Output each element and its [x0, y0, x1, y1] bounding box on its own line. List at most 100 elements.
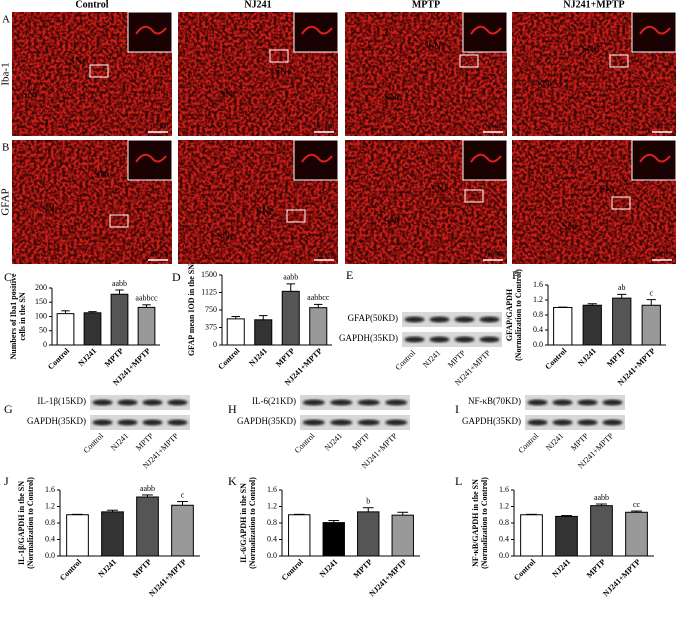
- y-tick-label: 0.4: [499, 534, 509, 543]
- panel-label: C: [4, 270, 12, 284]
- y-tick-label: 150: [35, 297, 47, 306]
- band-label: NF-κB(70KD): [468, 396, 521, 406]
- y-axis-label: (Normalization to Control): [26, 477, 35, 569]
- blot-band: [142, 399, 163, 406]
- bar: [101, 511, 124, 557]
- inset: [462, 11, 508, 53]
- x-tick-label: NJ241+MPTP: [601, 557, 642, 598]
- bar: [357, 511, 380, 557]
- y-tick-label: 0.4: [267, 534, 277, 543]
- significance-label: aabb: [112, 279, 127, 288]
- blot-strip: [90, 395, 190, 410]
- stain-label: GFAP: [0, 188, 12, 215]
- y-tick-label: 0.0: [533, 340, 543, 349]
- x-tick-label: NJ241+MPTP: [147, 557, 188, 598]
- x-tick-label: NJ241: [318, 557, 340, 579]
- blot-band: [117, 419, 138, 426]
- band-label: GAPDH(35KD): [339, 333, 398, 343]
- region-label: SNr: [562, 221, 579, 232]
- blot-band: [552, 419, 573, 426]
- y-tick-label: 0.4: [533, 325, 543, 334]
- blot-band: [385, 419, 408, 426]
- column-header: NJ241: [244, 0, 271, 10]
- region-label: SNc: [94, 169, 112, 180]
- roi-box: [609, 54, 629, 68]
- bar: [281, 290, 300, 346]
- y-tick-label: 1125: [201, 287, 217, 296]
- category-label: MPTP: [446, 348, 468, 370]
- blot-band: [385, 399, 408, 406]
- y-tick-label: 100: [35, 311, 47, 320]
- region-label: SNc: [599, 184, 617, 195]
- y-axis-label: Numbers of Iba1 positive: [9, 273, 18, 359]
- panel-label: G: [4, 402, 13, 416]
- band-label: GAPDH(35KD): [237, 416, 296, 426]
- region-label: SNr: [384, 216, 401, 227]
- inset: [631, 11, 676, 53]
- category-label: NJ241: [544, 431, 565, 452]
- region-label: SNr: [217, 231, 234, 242]
- category-label: Control: [293, 431, 317, 455]
- x-tick-label: Control: [216, 346, 242, 372]
- blot-band: [92, 399, 113, 406]
- bar: [226, 318, 245, 346]
- category-label: Control: [82, 431, 106, 455]
- region-label: SNc: [274, 66, 292, 77]
- y-axis-label: GFAP/GAPDH: [505, 288, 514, 341]
- y-tick-label: 1.2: [533, 295, 543, 304]
- column-header: MPTP: [412, 0, 440, 10]
- y-tick-label: 0.8: [533, 310, 543, 319]
- x-tick-label: MPTP: [585, 557, 607, 579]
- x-tick-label: NJ241: [550, 557, 572, 579]
- significance-label: c: [181, 490, 185, 499]
- blot-strip: [402, 312, 502, 327]
- y-tick-label: 1500: [201, 270, 217, 279]
- blot-band: [330, 399, 353, 406]
- inset-cell: [470, 153, 502, 163]
- y-tick-label: 0.8: [499, 518, 509, 527]
- bar: [625, 511, 648, 557]
- blot-strip: [300, 395, 410, 410]
- panel-label: B: [2, 142, 9, 154]
- blot-band: [479, 336, 500, 343]
- bar: [641, 304, 661, 346]
- panel-label: E: [346, 268, 353, 282]
- significance-label: aabbcc: [135, 294, 158, 303]
- x-tick-label: MPTP: [103, 346, 125, 368]
- y-tick-label: 50: [39, 326, 47, 335]
- x-tick-label: NJ241: [96, 557, 118, 579]
- category-label: MPTP: [569, 431, 591, 453]
- panel-label: H: [228, 402, 237, 416]
- blot-band: [602, 419, 623, 426]
- significance-label: aabb: [140, 484, 155, 493]
- y-tick-label: 200: [35, 283, 47, 292]
- bar: [83, 312, 102, 346]
- inset-cell: [639, 153, 671, 163]
- bar: [590, 505, 613, 557]
- y-tick-label: 1.6: [499, 485, 509, 494]
- y-tick-label: 0.4: [45, 534, 55, 543]
- bar: [520, 514, 543, 557]
- blot-strip: [525, 415, 625, 430]
- y-tick-label: 0.0: [45, 551, 55, 560]
- y-tick-label: 0: [213, 340, 217, 349]
- category-label: Control: [394, 348, 418, 372]
- region-label: SNc: [69, 56, 87, 67]
- bar: [171, 504, 194, 557]
- scale-label: 100 μm: [654, 251, 673, 257]
- roi-box: [611, 196, 631, 210]
- roi-box: [464, 189, 484, 203]
- inset: [127, 11, 173, 53]
- y-tick-label: 0.0: [267, 551, 277, 560]
- blot-band: [577, 419, 598, 426]
- inset-cell: [135, 25, 167, 35]
- x-tick-label: NJ241: [76, 346, 98, 368]
- category-label: NJ241: [109, 431, 130, 452]
- inset: [293, 11, 339, 53]
- bar: [391, 514, 414, 557]
- band-label: IL-1β(15KD): [37, 396, 86, 406]
- band-label: GFAP(50KD): [348, 313, 398, 323]
- blot-band: [142, 419, 163, 426]
- inset: [127, 139, 173, 181]
- scale-label: 100 μm: [150, 251, 169, 257]
